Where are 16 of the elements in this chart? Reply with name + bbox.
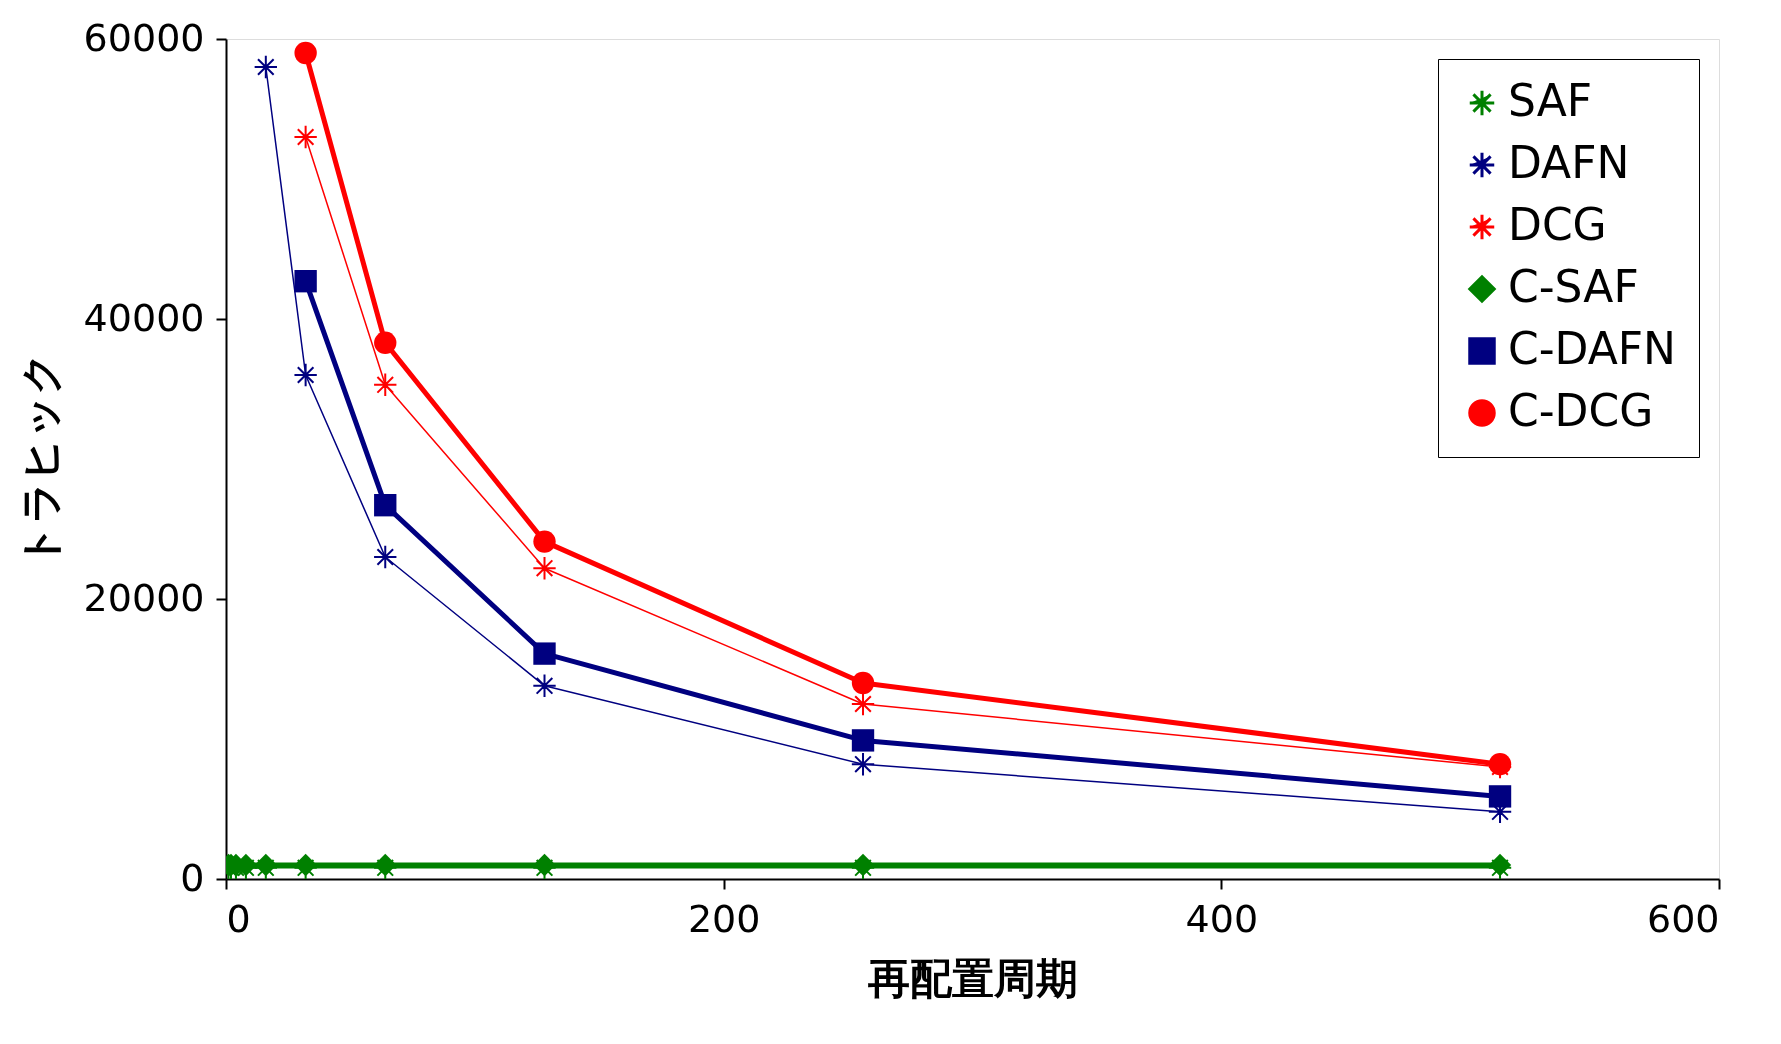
- legend-label: C-SAF: [1508, 261, 1639, 312]
- legend-label: C-DAFN: [1508, 323, 1677, 374]
- x-tick-label: 200: [687, 896, 761, 941]
- y-tick-label: 0: [180, 855, 205, 900]
- x-axis-title: 再配置周期: [867, 953, 1078, 1003]
- y-tick-label: 20000: [83, 575, 205, 620]
- x-tick-label: 0: [226, 896, 251, 941]
- y-axis-title: トラヒック: [15, 352, 65, 567]
- x-tick-label: 600: [1646, 896, 1720, 941]
- x-tick-label: 400: [1185, 896, 1259, 941]
- y-tick-label: 40000: [83, 295, 205, 340]
- legend-label: SAF: [1508, 75, 1593, 126]
- y-tick-label: 60000: [83, 15, 205, 60]
- legend-label: DAFN: [1508, 137, 1630, 188]
- legend-label: DCG: [1508, 199, 1607, 250]
- legend-label: C-DCG: [1508, 385, 1654, 436]
